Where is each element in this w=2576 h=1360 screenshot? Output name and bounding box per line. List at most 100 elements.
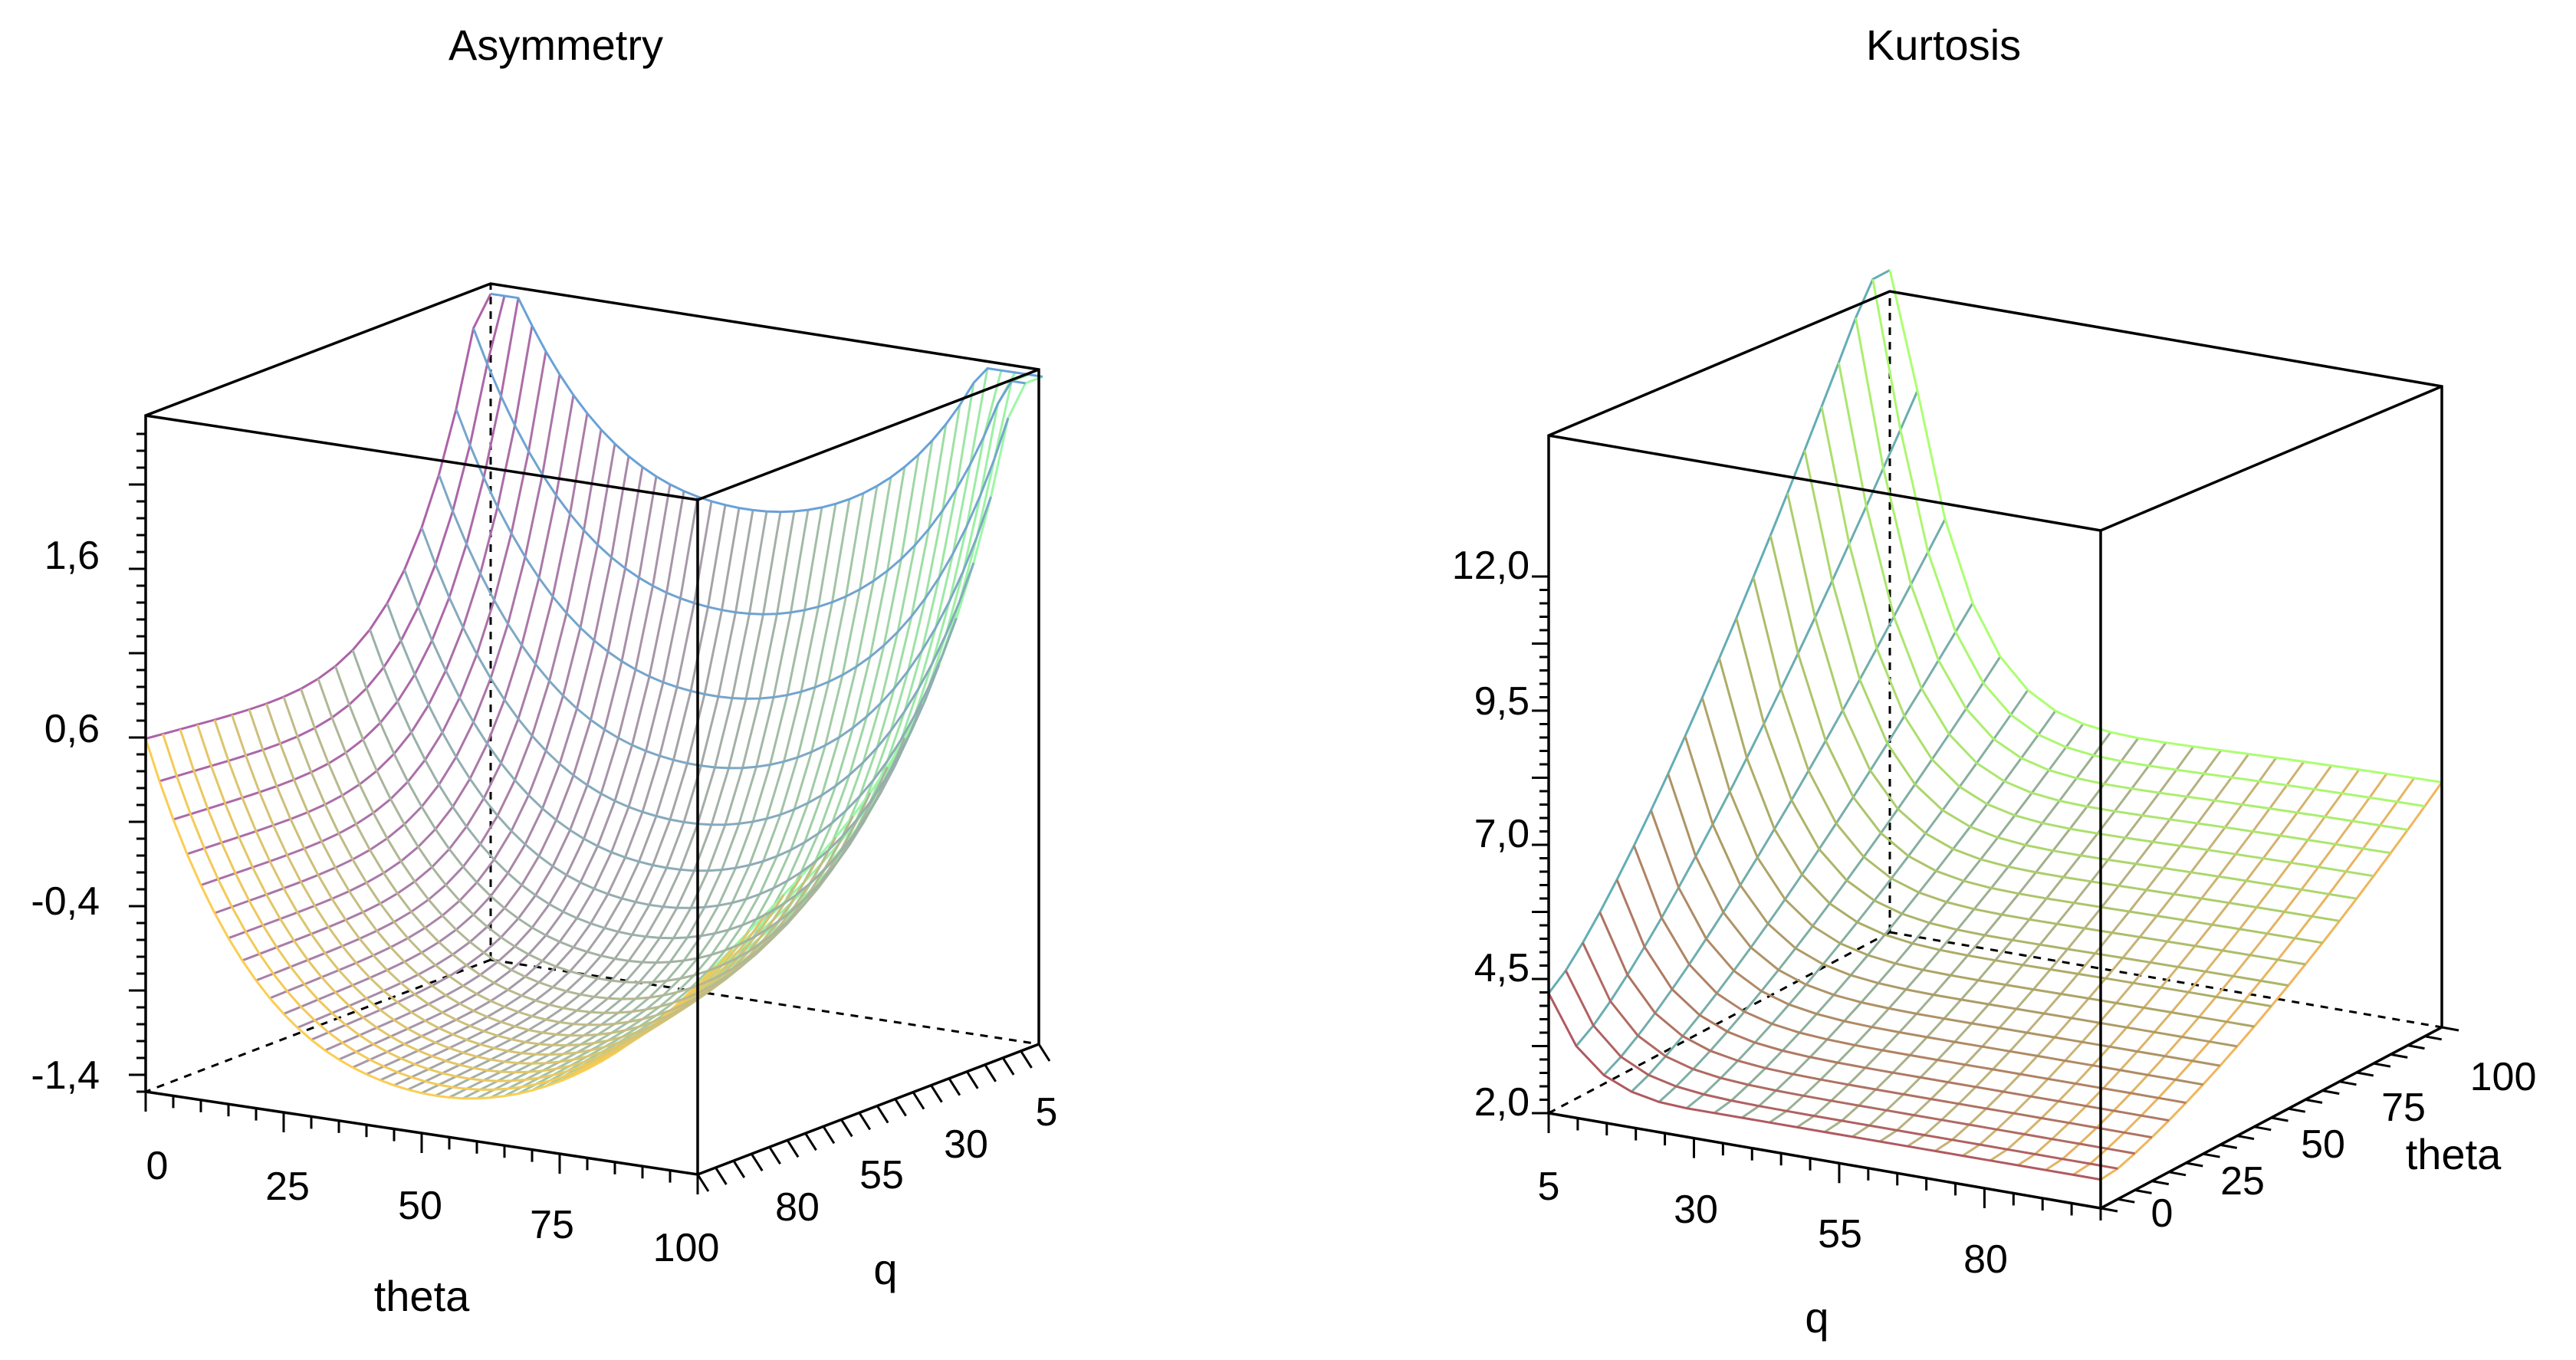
kurt-theta-tickmark: [2236, 1135, 2255, 1141]
asymmetry-surface: [144, 292, 1043, 1100]
kurt-theta-gridline: [1564, 970, 2118, 1170]
kurt-theta-gridline: [1615, 879, 2170, 1122]
asym-theta-gridline: [172, 297, 520, 821]
asym-q-tickmark: [912, 1091, 925, 1110]
kurt-z-tick: 4,5: [1474, 946, 1530, 990]
asym-q-tick: 55: [859, 1153, 904, 1197]
asym-q-label: q: [873, 1245, 897, 1293]
kurt-theta-gridline: [1718, 658, 2272, 1007]
asym-q-tickmark: [948, 1077, 961, 1096]
kurt-theta-gridline: [1667, 773, 2221, 1067]
asym-q-gridline: [317, 678, 872, 1000]
kurtosis-tick-marks: [1532, 575, 2459, 1220]
kurt-theta-gridline: [1837, 362, 2391, 855]
asym-q-tickmark: [858, 1112, 872, 1131]
kurt-q-label: q: [1805, 1293, 1829, 1342]
kurt-theta-tickmark: [2339, 1080, 2357, 1086]
asym-q-tickmark: [732, 1160, 746, 1178]
asym-theta-gridline: [628, 383, 975, 1045]
kurtosis-hidden-edges: [1548, 291, 2443, 1115]
kurt-z-tick: 9,5: [1474, 679, 1530, 724]
asym-q-tick: 30: [944, 1122, 988, 1167]
asym-theta-gridline: [642, 368, 989, 1035]
asym-q-tickmark: [1001, 1057, 1015, 1076]
asym-q-tickmark: [1020, 1050, 1033, 1069]
kurt-theta-gridline: [1855, 317, 2408, 831]
asym-theta-gridline: [669, 372, 1017, 1012]
asym-q-tickmark: [804, 1132, 817, 1151]
asym-q-gridline: [369, 629, 923, 940]
asym-q-gridline: [334, 665, 889, 984]
asym-theta-gridline: [145, 293, 492, 740]
kurt-theta-tickmark: [2390, 1053, 2408, 1059]
kurt-theta-tick: 0: [2151, 1191, 2174, 1236]
kurt-z-tick: 12,0: [1452, 544, 1530, 588]
kurt-theta-tick: 75: [2381, 1086, 2426, 1130]
asym-q-tick: 5: [1036, 1090, 1058, 1135]
asym-q-gridline: [351, 649, 906, 964]
kurt-q-tick: 5: [1538, 1165, 1560, 1209]
kurt-theta-tickmark: [2321, 1089, 2340, 1096]
asym-theta-gridline: [531, 485, 879, 1092]
asym-q-tickmark: [876, 1105, 889, 1124]
asym-q-tickmark: [930, 1084, 943, 1103]
kurt-theta-tickmark: [2441, 1026, 2459, 1032]
kurt-theta-tickmark: [2253, 1125, 2272, 1132]
asym-theta-label: theta: [374, 1272, 470, 1320]
asym-q-tickmark: [966, 1070, 979, 1089]
kurt-theta-gridline: [1650, 810, 2203, 1086]
kurt-q-tick: 30: [1674, 1188, 1718, 1232]
asym-z-tick: 0,6: [44, 707, 100, 751]
asym-theta-tick: 25: [265, 1165, 310, 1209]
kurt-theta-tickmark: [2407, 1044, 2425, 1050]
kurt-q-gridline: [1602, 518, 1947, 1076]
kurt-theta-gridline: [1820, 406, 2374, 878]
kurt-theta-tick: 100: [2470, 1055, 2537, 1099]
asym-theta-tick: 50: [398, 1184, 442, 1228]
kurt-theta-tickmark: [2424, 1035, 2443, 1041]
asym-q-tickmark: [894, 1098, 907, 1117]
kurt-theta-tickmark: [2305, 1098, 2323, 1104]
kurt-q-tick: 80: [1963, 1237, 2008, 1282]
kurt-theta-gridline: [1684, 735, 2238, 1048]
asym-q-tickmark: [715, 1167, 728, 1185]
asym-q-tickmark: [750, 1153, 764, 1171]
kurt-z-tick: 2,0: [1474, 1080, 1530, 1125]
kurt-theta-gridline: [1547, 992, 2101, 1181]
asym-q-tickmark: [822, 1125, 836, 1145]
asym-q-tick: 80: [775, 1185, 820, 1230]
kurt-theta-gridline: [1871, 278, 2426, 808]
asym-theta-gridline: [159, 295, 506, 783]
asym-theta-gridline: [186, 325, 534, 856]
kurt-theta-tick: 25: [2220, 1159, 2265, 1204]
asym-q-gridline: [386, 603, 941, 909]
kurt-theta-tickmark: [2220, 1143, 2238, 1149]
kurt-theta-tickmark: [2288, 1107, 2306, 1113]
asym-z-tick: 1,6: [44, 534, 100, 578]
asymmetry-title: Asymmetry: [449, 21, 663, 69]
kurt-theta-tickmark: [2185, 1161, 2203, 1168]
kurt-q-gridline: [1630, 603, 1974, 1093]
asymmetry-tick-marks: [129, 432, 1051, 1194]
kurt-theta-tickmark: [2134, 1188, 2152, 1194]
kurtosis-title: Kurtosis: [1866, 21, 2021, 69]
kurt-theta-tickmark: [2151, 1180, 2170, 1186]
kurt-q-gridline: [1769, 731, 2112, 1124]
asym-theta-tick: 0: [146, 1144, 169, 1188]
kurt-theta-label: theta: [2406, 1130, 2502, 1178]
kurt-theta-tickmark: [2373, 1062, 2391, 1068]
kurt-theta-gridline: [1888, 270, 2443, 783]
kurt-theta-gridline: [1632, 845, 2187, 1104]
kurt-z-tick: 7,0: [1474, 812, 1530, 856]
kurt-theta-tickmark: [2356, 1071, 2374, 1077]
kurt-theta-gridline: [1769, 535, 2323, 944]
kurt-theta-gridline: [1786, 492, 2340, 922]
asym-q-tickmark: [696, 1174, 710, 1192]
asym-q-tickmark: [840, 1119, 853, 1138]
asym-q-gridline: [403, 569, 958, 872]
kurt-theta-tickmark: [2117, 1197, 2135, 1204]
kurt-theta-gridline: [1598, 912, 2153, 1139]
asym-z-tick: -1,4: [31, 1053, 100, 1098]
asym-theta-tick: 100: [653, 1226, 720, 1270]
